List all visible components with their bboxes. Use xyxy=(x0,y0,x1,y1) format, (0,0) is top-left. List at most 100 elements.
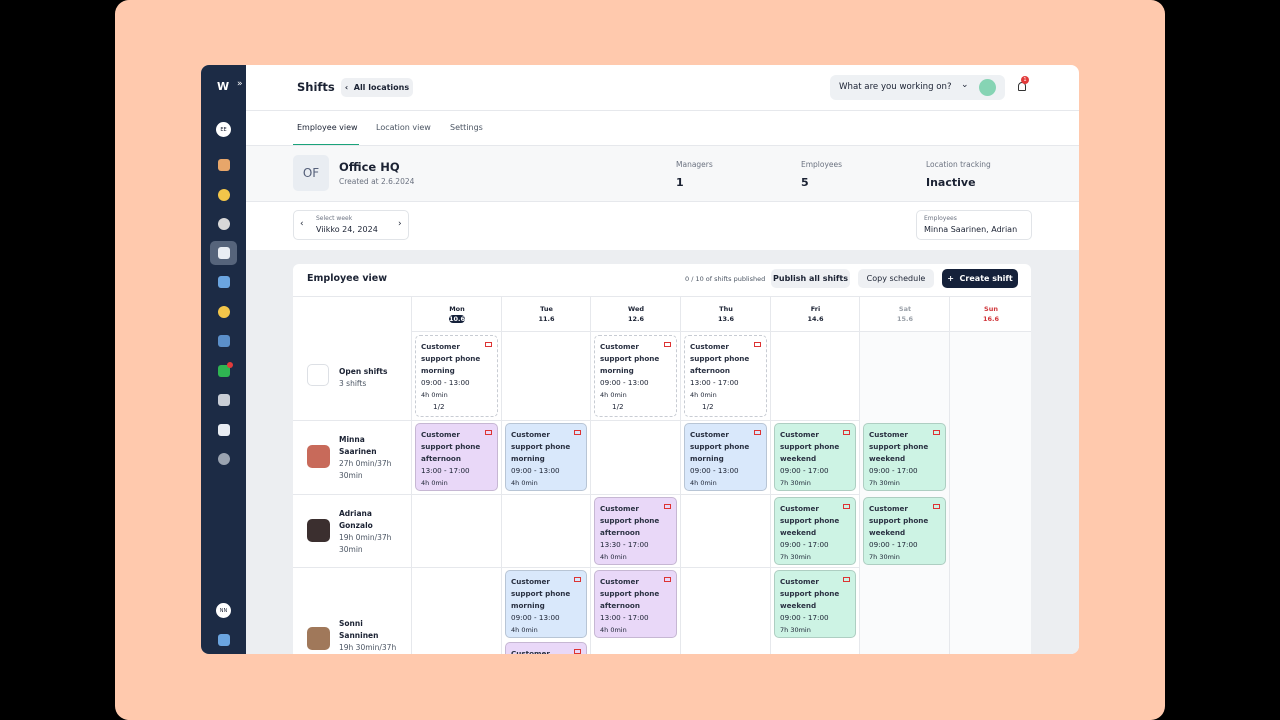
day-cell: Customer support phone weekend 09:00 - 17… xyxy=(859,494,949,567)
shift-title: Customer support phone afternoon xyxy=(600,504,660,537)
shift-card[interactable]: Customer support phone weekend 09:00 - 17… xyxy=(863,497,946,565)
day-header: Tue 11.6 xyxy=(501,296,590,332)
message-icon[interactable] xyxy=(485,430,492,435)
reports-icon[interactable] xyxy=(218,276,230,288)
shift-title: Customer support phone afternoon xyxy=(421,430,481,463)
shift-time: 13:00 - 17:00 xyxy=(690,378,739,387)
settings-icon[interactable] xyxy=(218,453,230,465)
message-icon[interactable] xyxy=(843,430,850,435)
shift-card[interactable]: Customer support phone afternoon 13:00 - … xyxy=(415,423,498,491)
shift-duration: 4h 0min xyxy=(421,479,448,487)
day-cell xyxy=(949,494,1031,567)
tasks-icon[interactable] xyxy=(218,365,230,377)
shift-card[interactable]: Customer support phone morning 09:00 - 13… xyxy=(415,335,498,417)
message-icon[interactable] xyxy=(843,577,850,582)
shift-time: 09:00 - 13:00 xyxy=(690,466,739,475)
sidebar: W » EE NN xyxy=(201,65,246,654)
tab[interactable]: Location view xyxy=(376,123,431,132)
message-icon[interactable] xyxy=(933,504,940,509)
message-icon[interactable] xyxy=(843,504,850,509)
shift-card[interactable]: Customer support phone afternoon 13:00 - … xyxy=(684,335,767,417)
prev-week[interactable]: ‹ xyxy=(300,219,304,229)
day-header: Sat 15.6 xyxy=(859,296,949,332)
stat-label: Managers xyxy=(676,160,713,169)
shift-card[interactable]: Customer support phone afternoon 13:30 - … xyxy=(594,497,677,565)
shift-duration: 7h 30min xyxy=(869,479,900,487)
print-icon[interactable] xyxy=(218,394,230,406)
dropdown-icon: ⌄ xyxy=(961,80,969,90)
message-icon[interactable] xyxy=(754,342,761,347)
ideas-icon[interactable] xyxy=(218,189,230,201)
shift-title: Customer support phone weekend xyxy=(780,504,840,537)
next-week[interactable]: › xyxy=(398,219,402,229)
message-icon[interactable] xyxy=(574,649,581,654)
shift-card[interactable]: Customer support phone weekend 09:00 - 17… xyxy=(774,423,856,491)
timer-icon[interactable] xyxy=(218,218,230,230)
tab[interactable]: Settings xyxy=(450,123,483,132)
day-cell xyxy=(680,567,770,654)
location-initials: OF xyxy=(293,155,329,191)
shift-duration: 4h 0min xyxy=(600,553,627,561)
logo[interactable]: W xyxy=(217,80,230,93)
week-selector[interactable]: ‹ Select week Viikko 24, 2024 › xyxy=(293,210,409,240)
grid-top-line xyxy=(293,296,1031,297)
play-button[interactable] xyxy=(979,79,996,96)
shift-duration: 7h 30min xyxy=(780,626,811,634)
day-date: 10.6 xyxy=(449,315,466,323)
shift-card[interactable]: Customer support phone afternoon 13:00 - … xyxy=(594,570,677,638)
shift-slots: 1/2 xyxy=(612,402,624,411)
day-cell: Customer support phone weekend 09:00 - 17… xyxy=(859,420,949,494)
employee-filter[interactable]: Employees Minna Saarinen, Adrian xyxy=(916,210,1032,240)
published-count: 0 / 10 of shifts published xyxy=(685,275,766,283)
document-icon[interactable] xyxy=(218,424,230,436)
tab[interactable]: Employee view xyxy=(297,123,358,132)
page-title: Shifts xyxy=(297,80,335,94)
day-cell: Customer support phone weekend 09:00 - 17… xyxy=(770,494,859,567)
message-icon[interactable] xyxy=(485,342,492,347)
shift-card[interactable]: Customer support phone weekend 09:00 - 17… xyxy=(774,497,856,565)
message-icon[interactable] xyxy=(574,430,581,435)
message-icon[interactable] xyxy=(664,504,671,509)
employees-value: Minna Saarinen, Adrian xyxy=(924,225,1018,234)
shift-time: 09:00 - 13:00 xyxy=(511,613,560,622)
shift-card[interactable]: Customer support phone weekend 09:00 - 17… xyxy=(774,570,856,638)
buildings-icon[interactable] xyxy=(218,335,230,347)
message-icon[interactable] xyxy=(933,430,940,435)
shift-time: 09:00 - 13:00 xyxy=(600,378,649,387)
search-box[interactable]: What are you working on? ⌄ xyxy=(830,75,1005,100)
shift-slots: 1/2 xyxy=(702,402,714,411)
bottom-avatar[interactable]: NN xyxy=(216,603,231,618)
shift-card[interactable]: Customer support phone morning 09:00 - 13… xyxy=(594,335,677,417)
shift-card[interactable]: Customer xyxy=(505,642,587,654)
home-icon[interactable] xyxy=(218,159,230,171)
plus: + xyxy=(947,274,960,283)
shift-card[interactable]: Customer support phone morning 09:00 - 13… xyxy=(684,423,767,491)
copy-button[interactable]: Copy schedule xyxy=(858,269,934,288)
shift-title: Customer support phone weekend xyxy=(869,430,929,463)
shift-card[interactable]: Customer support phone morning 09:00 - 13… xyxy=(505,423,587,491)
create-shift-button[interactable]: + Create shift xyxy=(942,269,1018,288)
button-label: All locations xyxy=(353,83,410,92)
stat-value: 5 xyxy=(801,176,809,189)
message-icon[interactable] xyxy=(574,577,581,582)
shift-title: Customer support phone morning xyxy=(511,577,571,610)
day-date: 13.6 xyxy=(718,315,735,323)
shift-card[interactable]: Customer support phone weekend 09:00 - 17… xyxy=(863,423,946,491)
shift-slots: 1/2 xyxy=(433,402,445,411)
expand-icon[interactable]: » xyxy=(237,79,243,89)
shift-card[interactable]: Customer support phone morning 09:00 - 13… xyxy=(505,570,587,638)
feedback-icon[interactable] xyxy=(218,306,230,318)
shift-duration: 7h 30min xyxy=(780,553,811,561)
message-icon[interactable] xyxy=(664,577,671,582)
row-detail: 3 shifts xyxy=(339,379,367,388)
message-icon[interactable] xyxy=(754,430,761,435)
user-avatar[interactable]: EE xyxy=(216,122,231,137)
publish-button[interactable]: Publish all shifts xyxy=(771,269,850,288)
shift-duration: 4h 0min xyxy=(511,479,538,487)
day-header: Thu 13.6 xyxy=(680,296,770,332)
day-date: 15.6 xyxy=(897,315,914,323)
logout-icon[interactable] xyxy=(218,634,230,646)
all-locations-button[interactable]: ‹ All locations xyxy=(341,78,413,97)
message-icon[interactable] xyxy=(664,342,671,347)
day-cell xyxy=(590,420,680,494)
